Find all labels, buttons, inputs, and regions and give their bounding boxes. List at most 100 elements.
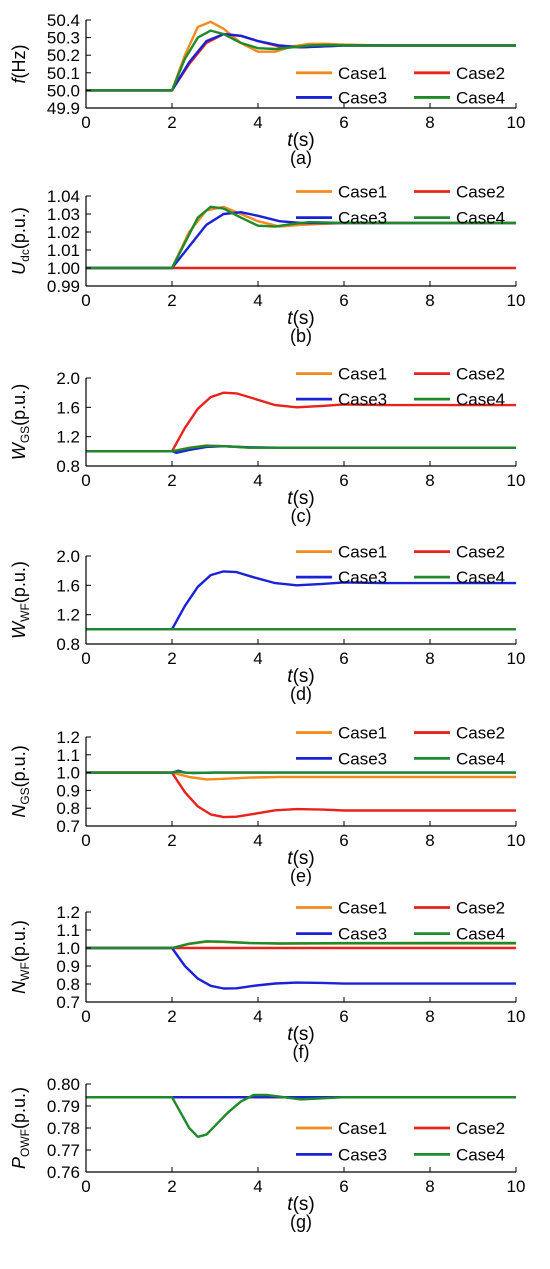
legend-item-case1: Case1 <box>296 724 387 743</box>
x-tick-label: 8 <box>425 831 434 850</box>
legend-item-case3: Case3 <box>296 390 387 409</box>
x-tick-label: 6 <box>339 1177 348 1196</box>
y-tick-label: 1.1 <box>56 746 80 765</box>
legend-label: Case2 <box>456 1119 505 1138</box>
x-tick-label: 6 <box>339 113 348 132</box>
y-tick-label: 1.0 <box>56 939 80 958</box>
y-axis-label: WGS(p.u.) <box>9 384 32 460</box>
series-line-case3 <box>86 946 516 990</box>
y-axis-label: f(Hz) <box>9 44 29 83</box>
x-tick-label: 10 <box>507 1177 526 1196</box>
x-tick-label: 8 <box>425 471 434 490</box>
series-group <box>86 940 516 990</box>
series-line-case4 <box>86 1093 516 1139</box>
legend-label: Case3 <box>338 925 387 944</box>
y-tick-label: 0.7 <box>56 993 80 1012</box>
legend-label: Case2 <box>456 724 505 743</box>
x-tick-label: 0 <box>81 649 90 668</box>
y-tick-label: 1.00 <box>47 259 80 278</box>
x-tick-label: 6 <box>339 291 348 310</box>
panel-caption: (e) <box>290 866 312 886</box>
y-tick-label: 2.0 <box>56 547 80 566</box>
x-tick-label: 2 <box>167 1177 176 1196</box>
legend-item-case1: Case1 <box>296 899 387 918</box>
legend-item-case3: Case3 <box>296 88 387 107</box>
legend-item-case3: Case3 <box>296 1145 387 1164</box>
legend-label: Case3 <box>338 390 387 409</box>
legend-label: Case4 <box>456 209 505 228</box>
series-line-case2 <box>86 391 516 453</box>
x-axis-label: t(s) <box>287 848 314 869</box>
legend-item-case2: Case2 <box>414 724 505 743</box>
x-tick-label: 2 <box>167 471 176 490</box>
panel-caption: (a) <box>290 148 312 168</box>
x-tick-label: 10 <box>507 649 526 668</box>
legend-label: Case2 <box>456 183 505 202</box>
legend: Case1 Case2 Case3 Case4 <box>296 365 505 409</box>
y-tick-label: 1.2 <box>56 728 80 747</box>
x-tick-label: 8 <box>425 649 434 668</box>
y-tick-label: 0.9 <box>56 781 80 800</box>
chart-panel-b: 0.991.001.011.021.031.04 0 2 4 6 8 10 t(s)(b) Ud… <box>9 183 525 347</box>
y-axis-label: NGS(p.u.) <box>9 745 32 817</box>
y-tick-label: 50.1 <box>47 64 80 83</box>
x-tick-label: 0 <box>81 831 90 850</box>
y-tick-label: 0.9 <box>56 957 80 976</box>
legend-label: Case1 <box>338 543 387 562</box>
x-tick-label: 8 <box>425 1007 434 1026</box>
x-tick-label: 6 <box>339 471 348 490</box>
y-tick-label: 0.8 <box>56 635 80 654</box>
series-group <box>86 769 516 819</box>
legend-item-case2: Case2 <box>414 64 505 83</box>
series-line-case4 <box>86 444 516 453</box>
x-tick-label: 8 <box>425 1177 434 1196</box>
legend-item-case1: Case1 <box>296 183 387 202</box>
y-tick-label: 0.76 <box>47 1163 80 1182</box>
x-tick-label: 0 <box>81 1177 90 1196</box>
x-axis-label: t(s) <box>287 488 314 509</box>
legend-item-case4: Case4 <box>414 209 505 228</box>
x-axis-label: t(s) <box>287 308 314 329</box>
series-line-case2 <box>86 771 516 819</box>
series-line-case1 <box>86 771 516 781</box>
legend: Case1 Case2 Case3 Case4 <box>296 183 505 228</box>
x-tick-label: 2 <box>167 291 176 310</box>
y-tick-label: 0.8 <box>56 975 80 994</box>
y-tick-label: 50.2 <box>47 46 80 65</box>
legend-label: Case4 <box>456 568 505 587</box>
x-tick-label: 4 <box>253 831 262 850</box>
y-tick-label: 0.78 <box>47 1119 80 1138</box>
legend-item-case4: Case4 <box>414 925 505 944</box>
legend-label: Case1 <box>338 64 387 83</box>
x-tick-label: 0 <box>81 113 90 132</box>
legend-item-case2: Case2 <box>414 543 505 562</box>
y-axis-label: POWF(p.u.) <box>9 1087 32 1169</box>
legend-label: Case2 <box>456 64 505 83</box>
series-line-case1 <box>86 205 516 270</box>
y-tick-label: 1.2 <box>56 428 80 447</box>
x-tick-label: 4 <box>253 649 262 668</box>
chart-panel-f: 0.70.80.91.01.11.2 0 2 4 6 8 10 t(s)(f) NWF(p.u.… <box>9 899 525 1063</box>
panel-caption: (d) <box>290 684 312 704</box>
legend-label: Case1 <box>338 724 387 743</box>
x-tick-label: 8 <box>425 113 434 132</box>
legend-label: Case4 <box>456 925 505 944</box>
series-line-case2 <box>86 32 516 92</box>
legend-label: Case3 <box>338 749 387 768</box>
legend: Case1 Case2 Case3 Case4 <box>296 64 505 107</box>
legend-item-case4: Case4 <box>414 1145 505 1164</box>
legend-item-case1: Case1 <box>296 1119 387 1138</box>
y-tick-label: 50.0 <box>47 81 80 100</box>
series-group <box>86 1093 516 1139</box>
legend-item-case2: Case2 <box>414 899 505 918</box>
legend: Case1 Case2 Case3 Case4 <box>296 1119 505 1164</box>
legend: Case1 Case2 Case3 Case4 <box>296 543 505 587</box>
chart-panel-d: 0.8 1.2 1.6 2.0 0 2 4 6 8 10 t(s)(d) WWF(p.u.) Case1… <box>9 543 525 704</box>
series-line-case4 <box>86 940 516 950</box>
x-tick-label: 2 <box>167 113 176 132</box>
legend-item-case2: Case2 <box>414 1119 505 1138</box>
y-tick-label: 1.6 <box>56 398 80 417</box>
legend-label: Case2 <box>456 543 505 562</box>
legend-item-case1: Case1 <box>296 64 387 83</box>
